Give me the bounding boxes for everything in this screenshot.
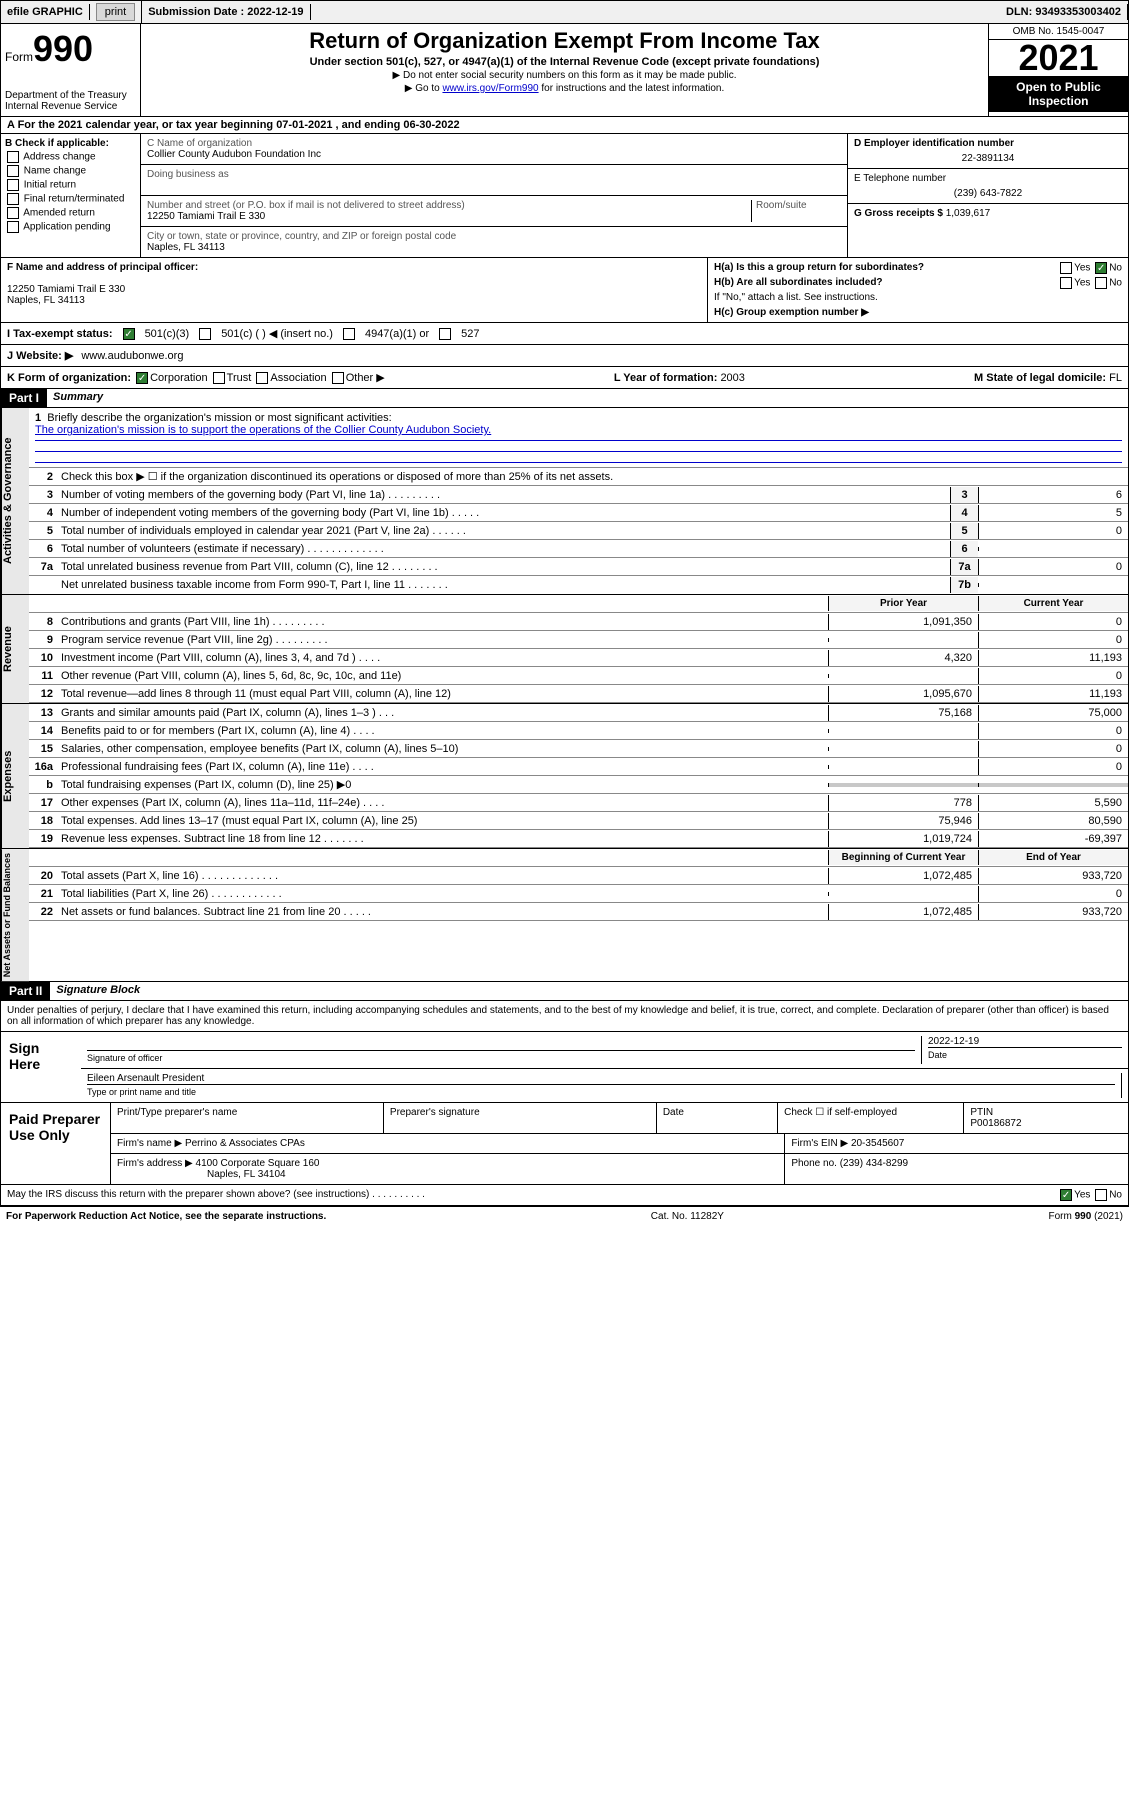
org-address: 12250 Tamiami Trail E 330 [147, 211, 265, 222]
form-header: Form990 Department of the Treasury Inter… [0, 24, 1129, 117]
part-ii-header: Part II Signature Block [0, 982, 1129, 1001]
col-d-contact: D Employer identification number22-38911… [848, 134, 1128, 257]
open-public-badge: Open to Public Inspection [989, 76, 1128, 112]
tax-year: 2021 [989, 40, 1128, 76]
row-j-website: J Website: ▶ www.audubonwe.org [0, 345, 1129, 367]
website: www.audubonwe.org [81, 350, 183, 362]
summary-governance: Activities & Governance 1 Briefly descri… [0, 408, 1129, 595]
org-city: Naples, FL 34113 [147, 242, 225, 253]
summary-revenue: Revenue Prior YearCurrent Year 8Contribu… [0, 595, 1129, 704]
row-i-tax-status: I Tax-exempt status: ✓501(c)(3) 501(c) (… [0, 323, 1129, 345]
telephone: (239) 643-7822 [854, 188, 1122, 199]
row-a-period: A For the 2021 calendar year, or tax yea… [0, 117, 1129, 134]
vtab-expenses: Expenses [1, 704, 29, 848]
col-b-checkboxes: B Check if applicable: Address change Na… [1, 134, 141, 257]
efile-label: efile GRAPHIC [1, 4, 90, 20]
vtab-revenue: Revenue [1, 595, 29, 703]
page-footer: For Paperwork Reduction Act Notice, see … [0, 1206, 1129, 1226]
col-c-org: C Name of organizationCollier County Aud… [141, 134, 848, 257]
part-i-header: Part I Summary [0, 389, 1129, 408]
gross-receipts: 1,039,617 [946, 208, 991, 219]
vtab-governance: Activities & Governance [1, 408, 29, 594]
info-grid: B Check if applicable: Address change Na… [0, 134, 1129, 258]
mission-text: The organization's mission is to support… [35, 424, 491, 436]
section-fgh: F Name and address of principal officer:… [0, 258, 1129, 323]
dln-label: DLN: 93493353003402 [1000, 4, 1128, 20]
sign-here-label: Sign Here [1, 1032, 81, 1102]
top-toolbar: efile GRAPHIC print Submission Date : 20… [0, 0, 1129, 24]
print-button-wrap: print [90, 1, 142, 23]
submission-date: Submission Date : 2022-12-19 [142, 4, 310, 20]
irs-label: Internal Revenue Service [5, 101, 136, 112]
row-k-form-org: K Form of organization: ✓Corporation Tru… [0, 367, 1129, 389]
signature-block: Under penalties of perjury, I declare th… [0, 1001, 1129, 1206]
note-link: ▶ Go to www.irs.gov/Form990 for instruct… [149, 83, 980, 94]
form-number: Form990 [5, 28, 136, 70]
irs-link[interactable]: www.irs.gov/Form990 [442, 83, 538, 94]
summary-netassets: Net Assets or Fund Balances Beginning of… [0, 849, 1129, 982]
note-ssn: ▶ Do not enter social security numbers o… [149, 70, 980, 81]
dept-label: Department of the Treasury [5, 90, 136, 101]
print-button[interactable]: print [96, 3, 135, 21]
declaration-text: Under penalties of perjury, I declare th… [1, 1001, 1128, 1031]
ein: 22-3891134 [854, 153, 1122, 164]
form-title: Return of Organization Exempt From Incom… [149, 28, 980, 54]
paid-preparer-label: Paid Preparer Use Only [1, 1103, 111, 1184]
form-subtitle: Under section 501(c), 527, or 4947(a)(1)… [149, 56, 980, 68]
summary-expenses: Expenses 13Grants and similar amounts pa… [0, 704, 1129, 849]
org-name: Collier County Audubon Foundation Inc [147, 149, 321, 160]
vtab-netassets: Net Assets or Fund Balances [1, 849, 29, 981]
